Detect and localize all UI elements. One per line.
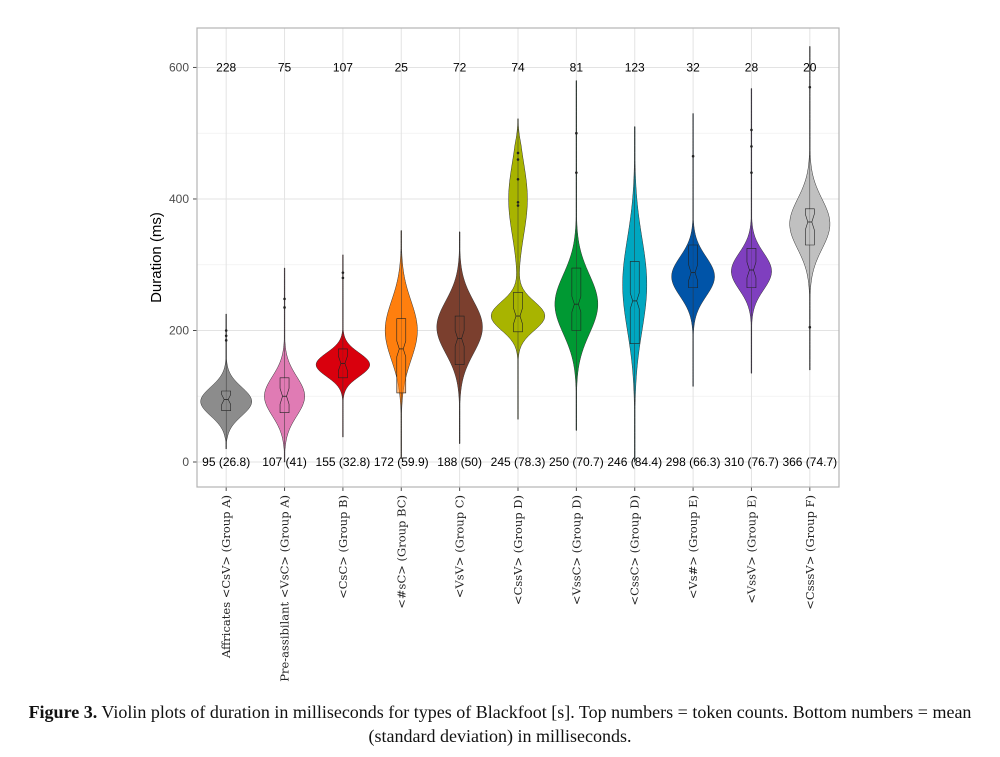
category-label: <Vs#> (Group E) xyxy=(686,495,700,599)
mean-sd-label: 245 (78.3) xyxy=(491,455,546,469)
figure-caption: Figure 3. Violin plots of duration in mi… xyxy=(0,700,1000,748)
category-label: <VssV> (Group E) xyxy=(744,495,758,604)
box-notch xyxy=(513,292,523,333)
category-label: Affricates <CsV> (Group A) xyxy=(219,495,233,659)
y-tick-label: 600 xyxy=(169,60,189,74)
token-count-label: 32 xyxy=(686,60,700,74)
outlier-point xyxy=(516,151,520,155)
outlier-point xyxy=(808,325,812,329)
box-notch xyxy=(629,261,640,344)
mean-sd-label: 155 (32.8) xyxy=(316,455,371,469)
outlier-point xyxy=(224,329,228,332)
outlier-point xyxy=(224,339,228,342)
outlier-point xyxy=(750,145,753,148)
mean-sd-label: 366 (74.7) xyxy=(782,455,837,469)
box-notch xyxy=(396,318,407,394)
outlier-point xyxy=(691,154,695,158)
outlier-point xyxy=(516,204,520,207)
outlier-point xyxy=(750,128,753,132)
outlier-point xyxy=(283,306,286,309)
outlier-point xyxy=(283,297,286,301)
token-count-label: 28 xyxy=(745,60,759,74)
category-label: Pre-assibilant <VsC> (Group A) xyxy=(278,495,292,682)
token-count-label: 25 xyxy=(395,60,409,74)
box-notch xyxy=(746,247,757,289)
label-layer: 228 95 (26.8) Affricates <CsV> (Group A) 75… xyxy=(202,60,837,681)
outlier-point xyxy=(224,334,228,338)
box-notch xyxy=(688,244,698,289)
token-count-label: 20 xyxy=(803,60,817,74)
category-label: <#sC> (Group BC) xyxy=(394,495,408,609)
violin-chart: 0 200 400 600 228 95 (26.8) Affricates <CsV> … xyxy=(148,27,840,682)
category-label: <VsV> (Group C) xyxy=(453,495,467,598)
category-label: <CsssV> (Group F) xyxy=(803,495,817,610)
token-count-label: 123 xyxy=(625,60,645,74)
category-label: <VssC> (Group D) xyxy=(569,495,583,605)
mean-sd-label: 172 (59.9) xyxy=(374,455,429,469)
outlier-point xyxy=(516,158,520,161)
token-count-label: 107 xyxy=(333,60,353,74)
token-count-label: 72 xyxy=(453,60,467,74)
outlier-point xyxy=(341,271,345,274)
box-notch xyxy=(805,208,815,246)
token-count-label: 228 xyxy=(216,60,236,74)
category-label: <CsC> (Group B) xyxy=(336,495,350,599)
caption-label: Figure 3. xyxy=(28,702,98,722)
y-tick-label: 200 xyxy=(169,323,189,337)
box-notch xyxy=(571,267,582,331)
outlier-point xyxy=(341,276,345,280)
mean-sd-label: 310 (76.7) xyxy=(724,455,779,469)
y-axis-label: Duration (ms) xyxy=(148,212,165,303)
box-notch xyxy=(279,377,290,413)
mean-sd-label: 188 (50) xyxy=(437,455,482,469)
token-count-label: 81 xyxy=(570,60,584,74)
y-tick-label: 400 xyxy=(169,192,189,206)
token-count-label: 75 xyxy=(278,60,292,74)
y-tick-label: 0 xyxy=(182,455,189,469)
outlier-point xyxy=(750,171,753,174)
mean-sd-label: 246 (84.4) xyxy=(607,455,662,469)
outlier-point xyxy=(575,131,578,135)
mean-sd-label: 107 (41) xyxy=(262,455,307,469)
box-notch xyxy=(221,390,231,412)
outlier-point xyxy=(516,177,520,181)
outlier-point xyxy=(516,200,520,204)
mean-sd-label: 95 (26.8) xyxy=(202,455,250,469)
outlier-point xyxy=(808,85,812,89)
outlier-point xyxy=(575,171,578,174)
category-label: <CssC> (Group D) xyxy=(628,495,642,606)
mean-sd-label: 298 (66.3) xyxy=(666,455,721,469)
box-notch xyxy=(454,315,465,365)
violin-layer xyxy=(200,46,831,463)
category-label: <CssV> (Group D) xyxy=(511,495,525,605)
panel-border xyxy=(196,27,840,488)
caption-text: Violin plots of duration in milliseconds… xyxy=(97,702,972,746)
token-count-label: 74 xyxy=(511,60,525,74)
mean-sd-label: 250 (70.7) xyxy=(549,455,604,469)
